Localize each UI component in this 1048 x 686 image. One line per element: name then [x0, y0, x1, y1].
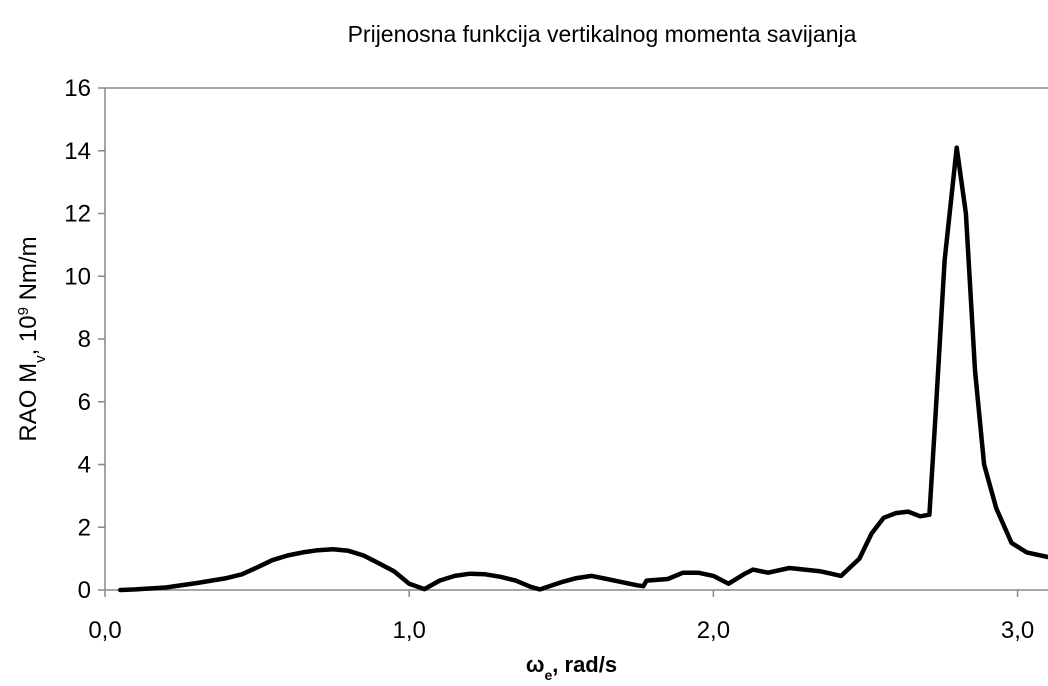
y-tick-label: 0: [78, 577, 91, 604]
y-axis-label-part: 9: [15, 307, 32, 315]
y-tick-label: 12: [64, 201, 91, 228]
y-tick-label: 4: [78, 452, 91, 479]
y-tick-label: 10: [64, 263, 91, 290]
y-tick-label: 16: [64, 75, 91, 102]
x-axis-label-part: ω: [526, 652, 545, 677]
x-axis-label-part: , rad/s: [552, 652, 617, 677]
y-axis-label-part: RAO M: [15, 363, 42, 442]
y-tick-label: 2: [78, 514, 91, 541]
y-tick-label: 14: [64, 138, 91, 165]
x-tick-label: 2,0: [697, 617, 730, 644]
y-axis-label: RAO Mv, 109 Nm/m: [15, 236, 49, 441]
line-series: [117, 145, 1048, 593]
y-axis-label-part: , 10: [15, 315, 42, 355]
y-tick-label: 6: [78, 389, 91, 416]
y-axis-label-part: v: [32, 355, 49, 363]
y-tick-label: 8: [78, 326, 91, 353]
x-tick-label: 1,0: [393, 617, 426, 644]
x-tick-label: 0,0: [88, 617, 121, 644]
x-axis-label-part: e: [544, 667, 552, 683]
x-tick-label: 3,0: [1001, 617, 1034, 644]
y-axis-label-part: Nm/m: [15, 236, 42, 307]
chart-title: Prijenosna funkcija vertikalnog momenta …: [348, 21, 857, 47]
x-axis-label: ωe, rad/s: [526, 652, 617, 683]
